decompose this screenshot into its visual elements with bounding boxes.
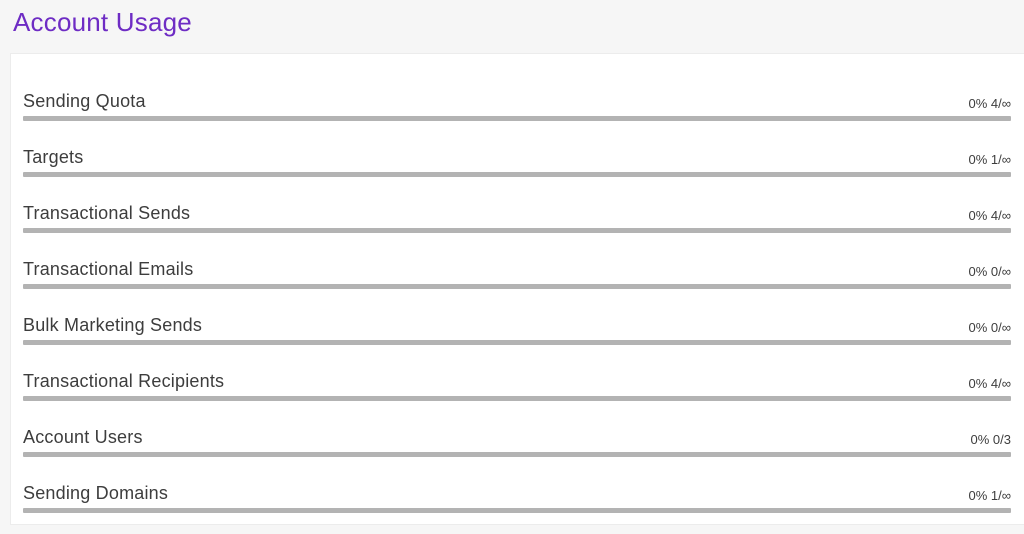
usage-row-header: Transactional Emails 0% 0/∞ (23, 259, 1011, 279)
usage-metric-value: 0% 0/∞ (968, 264, 1011, 279)
usage-row-header: Transactional Sends 0% 4/∞ (23, 203, 1011, 223)
usage-row-header: Sending Domains 0% 1/∞ (23, 483, 1011, 503)
usage-metric-value: 0% 4/∞ (968, 376, 1011, 391)
usage-metric-value: 0% 1/∞ (968, 488, 1011, 503)
usage-metric-value: 0% 1/∞ (968, 152, 1011, 167)
usage-progress-bar (23, 508, 1011, 513)
usage-row: Transactional Emails 0% 0/∞ (23, 259, 1011, 289)
usage-metric-label: Bulk Marketing Sends (23, 315, 203, 335)
usage-progress-bar (23, 116, 1011, 121)
usage-row-header: Sending Quota 0% 4/∞ (23, 91, 1011, 111)
usage-metric-value: 0% 4/∞ (968, 208, 1011, 223)
usage-metric-label: Targets (23, 147, 84, 167)
usage-progress-bar (23, 284, 1011, 289)
usage-metric-value: 0% 4/∞ (968, 96, 1011, 111)
usage-row: Sending Domains 0% 1/∞ (23, 483, 1011, 513)
usage-row-header: Account Users 0% 0/3 (23, 427, 1011, 447)
usage-progress-bar (23, 172, 1011, 177)
usage-metric-label: Account Users (23, 427, 143, 447)
usage-metric-label: Transactional Sends (23, 203, 191, 223)
usage-metric-value: 0% 0/∞ (968, 320, 1011, 335)
usage-rows-container: Sending Quota 0% 4/∞ Targets 0% 1/∞ Tran… (23, 91, 1011, 513)
usage-row-header: Transactional Recipients 0% 4/∞ (23, 371, 1011, 391)
usage-row: Targets 0% 1/∞ (23, 147, 1011, 177)
usage-metric-label: Sending Quota (23, 91, 146, 111)
usage-row: Bulk Marketing Sends 0% 0/∞ (23, 315, 1011, 345)
page-title: Account Usage (13, 7, 192, 37)
usage-row: Transactional Recipients 0% 4/∞ (23, 371, 1011, 401)
usage-metric-value: 0% 0/3 (970, 432, 1011, 447)
usage-row: Account Users 0% 0/3 (23, 427, 1011, 457)
usage-row: Transactional Sends 0% 4/∞ (23, 203, 1011, 233)
usage-panel: Sending Quota 0% 4/∞ Targets 0% 1/∞ Tran… (10, 53, 1024, 525)
usage-progress-bar (23, 396, 1011, 401)
usage-metric-label: Transactional Recipients (23, 371, 225, 391)
usage-progress-bar (23, 340, 1011, 345)
usage-row-header: Bulk Marketing Sends 0% 0/∞ (23, 315, 1011, 335)
usage-progress-bar (23, 228, 1011, 233)
usage-row: Sending Quota 0% 4/∞ (23, 91, 1011, 121)
usage-metric-label: Sending Domains (23, 483, 169, 503)
usage-row-header: Targets 0% 1/∞ (23, 147, 1011, 167)
usage-metric-label: Transactional Emails (23, 259, 194, 279)
usage-progress-bar (23, 452, 1011, 457)
